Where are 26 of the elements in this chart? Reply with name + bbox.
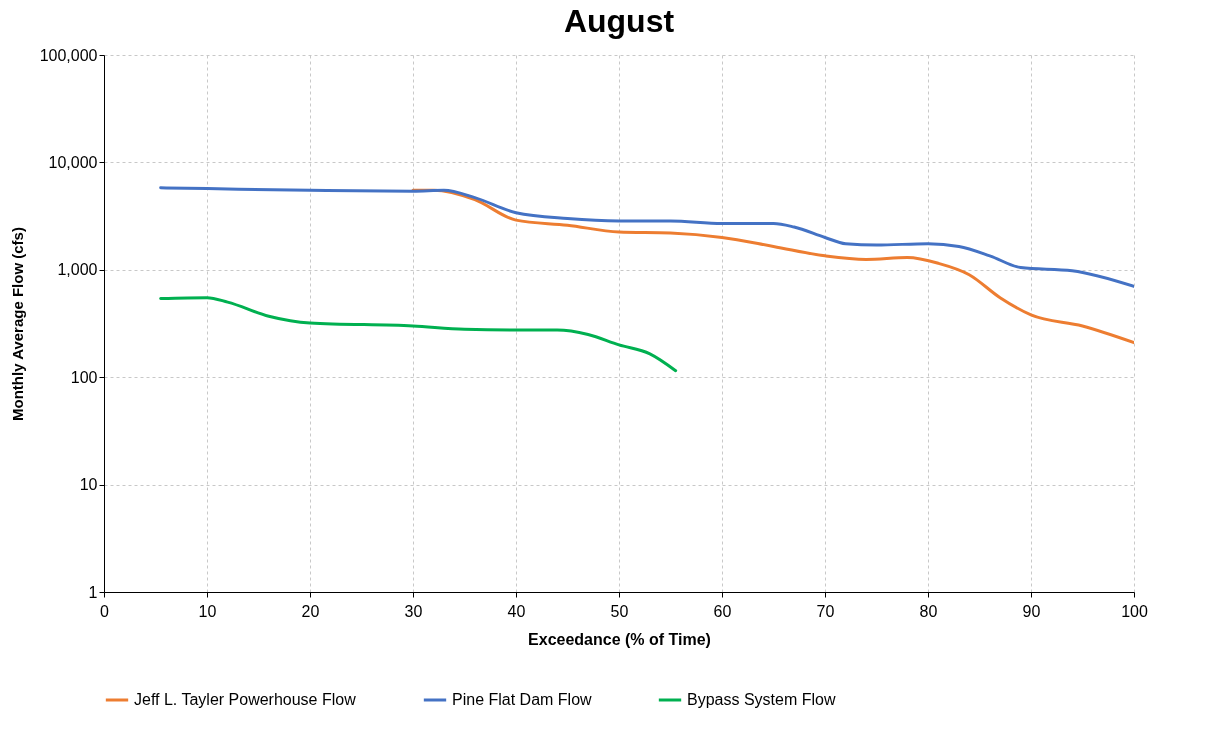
x-tick-label: 30 [404,602,423,620]
x-tick-label: 90 [1022,602,1041,620]
y-tick-label: 100,000 [39,46,98,64]
x-tick-label: 20 [301,602,320,620]
x-tick-label: 50 [610,602,629,620]
legend-label: Bypass System Flow [687,691,836,708]
line-series [411,188,1134,345]
y-axis-title: Monthly Average Flow (cfs) [8,227,26,421]
x-tick-label: 40 [507,602,526,620]
x-tick-label: 80 [919,602,938,620]
x-axis-title: Exceedance (% of Time) [528,630,711,648]
y-tick-label: 10 [79,476,98,494]
legend-label: Jeff L. Tayler Powerhouse Flow [134,691,357,708]
line-series [159,186,1134,288]
x-tick-label: 100 [1121,602,1148,620]
x-tick-label: 70 [816,602,835,620]
y-tick-label: 1 [88,583,98,601]
legend-label: Pine Flat Dam Flow [452,691,593,708]
line-series [159,296,678,373]
chart-title: August [563,3,675,39]
x-tick-label: 10 [198,602,217,620]
x-tick-label: 60 [713,602,732,620]
y-tick-label: 100 [70,368,98,386]
x-tick-label: 0 [100,602,110,620]
y-tick-label: 10,000 [48,153,98,171]
y-tick-label: 1,000 [57,261,98,279]
